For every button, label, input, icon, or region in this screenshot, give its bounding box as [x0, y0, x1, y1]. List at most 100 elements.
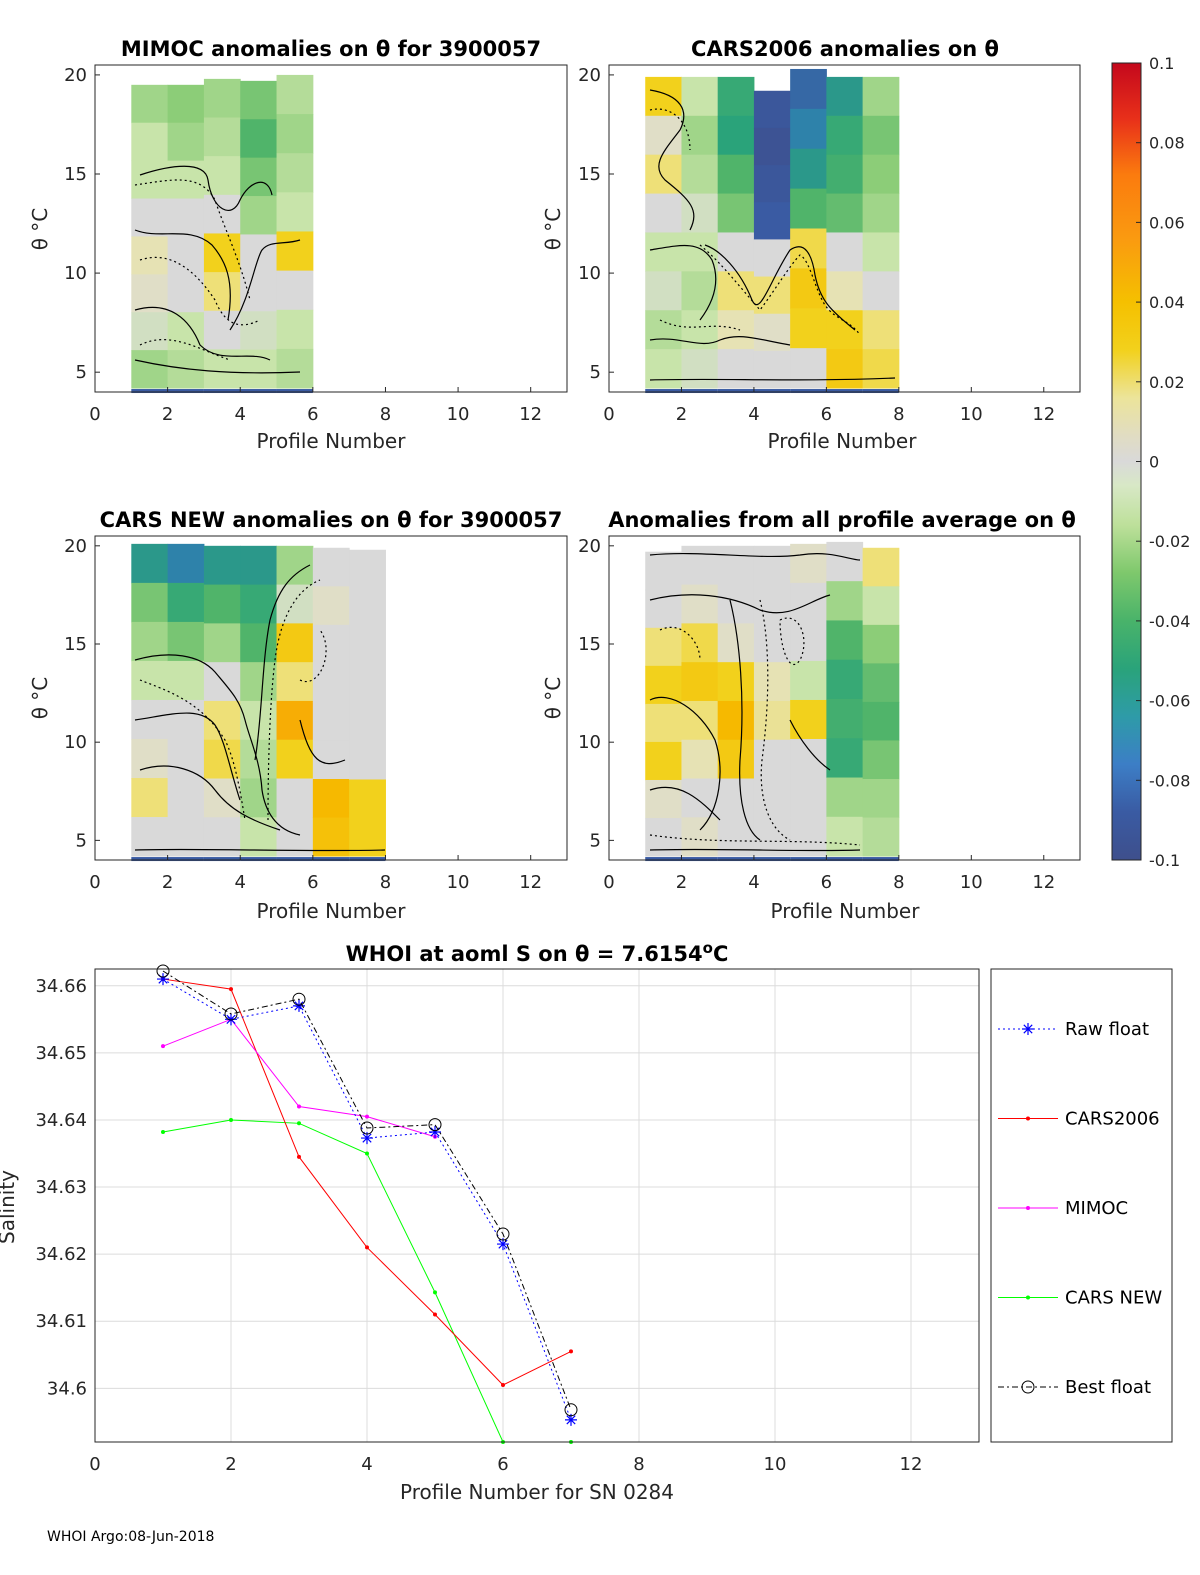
heatmap-cell [276, 270, 314, 311]
heatmap-cell [167, 778, 205, 818]
heatmap-cell [131, 817, 169, 857]
y-tick-labels: 34.6 34.61 34.62 34.63 34.64 34.65 34.66 [35, 976, 87, 1400]
heatmap-bottom-strip [276, 857, 313, 862]
heatmap-cell [240, 272, 278, 312]
heatmap-cell [349, 741, 386, 780]
contour-lines-dotted [649, 108, 861, 336]
heatmap-cells [131, 74, 314, 394]
heatmap-cell [717, 310, 755, 350]
heatmap-cell [826, 271, 864, 311]
heatmap-cell [862, 663, 900, 703]
heatmap-cell [862, 232, 900, 272]
heatmap-bottom-strip [753, 389, 791, 394]
legend-item: MIMOC [998, 1198, 1128, 1219]
heatmap-cell [240, 545, 278, 586]
heatmap-bottom-strip [717, 857, 754, 862]
heatmap-cell [276, 153, 314, 193]
legend-item: Best float [998, 1377, 1151, 1398]
y-tick-label: 10 [64, 263, 87, 284]
contour-lines [134, 564, 386, 852]
plot-area [95, 969, 979, 1442]
legend-label: Raw float [1065, 1019, 1149, 1040]
series-best-float [156, 964, 578, 1417]
contour-lines-dotted [649, 599, 861, 846]
y-tick-label: 34.63 [35, 1177, 87, 1198]
x-tick-label: 2 [162, 872, 173, 893]
heatmap-cell [312, 624, 350, 664]
heatmap-cell [717, 154, 755, 195]
heatmap-cell [790, 738, 827, 779]
heatmap-cell [645, 271, 682, 311]
heatmap-cell [681, 271, 719, 311]
data-point [433, 1312, 437, 1317]
heatmap-cell [203, 194, 241, 234]
heatmap-cell [167, 84, 205, 124]
heatmap-cells [645, 68, 900, 394]
heatmap-cell [131, 274, 169, 313]
heatmap-cell [717, 349, 755, 389]
x-tick-label: 10 [764, 1454, 787, 1475]
x-tick-label: 10 [447, 872, 470, 893]
data-point [161, 1044, 165, 1049]
heatmap-cell [717, 662, 755, 702]
heatmap-bottom-strip [790, 389, 827, 394]
data-point [1026, 1116, 1030, 1121]
heatmap-cell [167, 543, 205, 584]
data-point [229, 987, 233, 992]
heatmap-cell [753, 90, 791, 129]
colorbar-tick-label: 0 [1149, 453, 1159, 472]
heatmap-cell [790, 660, 827, 701]
heatmap-cell [131, 350, 169, 389]
heatmap-cell [276, 348, 314, 389]
heatmap-cell [240, 119, 278, 159]
heatmap-cell [645, 349, 682, 389]
colorbar-tick-label: -0.06 [1149, 692, 1190, 711]
heatmap-cell [645, 589, 682, 629]
heatmap-cell [312, 779, 350, 819]
x-tick-labels: 0 2 4 6 8 10 12 [603, 387, 1055, 425]
colorbar-tick-label: 0.1 [1149, 54, 1174, 73]
heatmap-cell [645, 665, 682, 705]
heatmap-cell [240, 584, 278, 624]
heatmap-cell [167, 312, 205, 351]
heatmap-cell [717, 193, 755, 233]
x-tick-labels: 0 2 4 6 8 10 12 [89, 387, 542, 425]
heatmap-cell [240, 662, 278, 702]
grid-lines [94, 969, 979, 1442]
heatmap-cell [131, 160, 169, 200]
contour-lines-dotted [139, 579, 327, 821]
heatmap-cell [645, 627, 682, 667]
heatmap-bottom-strip [312, 857, 350, 862]
heatmap-cell [240, 778, 278, 818]
y-axis-label: θ °C [541, 677, 565, 720]
heatmap-cell [681, 154, 719, 195]
heatmap-cell [681, 584, 719, 624]
legend-item: CARS2006 [998, 1109, 1160, 1130]
x-tick-label: 2 [676, 404, 687, 425]
x-tick-label: 4 [235, 404, 246, 425]
heatmap-cell [717, 739, 755, 780]
heatmap-cell [645, 818, 682, 857]
heatmap-cell [203, 545, 241, 586]
heatmap-cell [681, 545, 719, 586]
heatmap-cell [645, 779, 682, 819]
y-tick-labels: 5 10 15 20 [578, 536, 614, 851]
contour-lines [649, 89, 896, 381]
heatmap-cell [645, 154, 682, 195]
heatmap-cell [862, 193, 900, 233]
heatmap-bottom-strip [645, 389, 682, 394]
y-axis-label: θ °C [28, 208, 52, 251]
heatmap-cell [753, 545, 791, 586]
x-tick-label: 6 [821, 872, 832, 893]
y-tick-label: 34.64 [35, 1110, 87, 1131]
data-point [297, 1121, 301, 1126]
y-tick-label: 5 [76, 362, 87, 383]
heatmap-cell [276, 74, 314, 115]
heatmap-cell [131, 312, 169, 351]
data-point [297, 1154, 301, 1159]
y-tick-label: 34.61 [35, 1311, 87, 1332]
heatmap-cell [240, 80, 278, 120]
heatmap-cell [790, 621, 827, 662]
heatmap-cell [349, 702, 386, 742]
heatmap-cell [131, 582, 169, 623]
